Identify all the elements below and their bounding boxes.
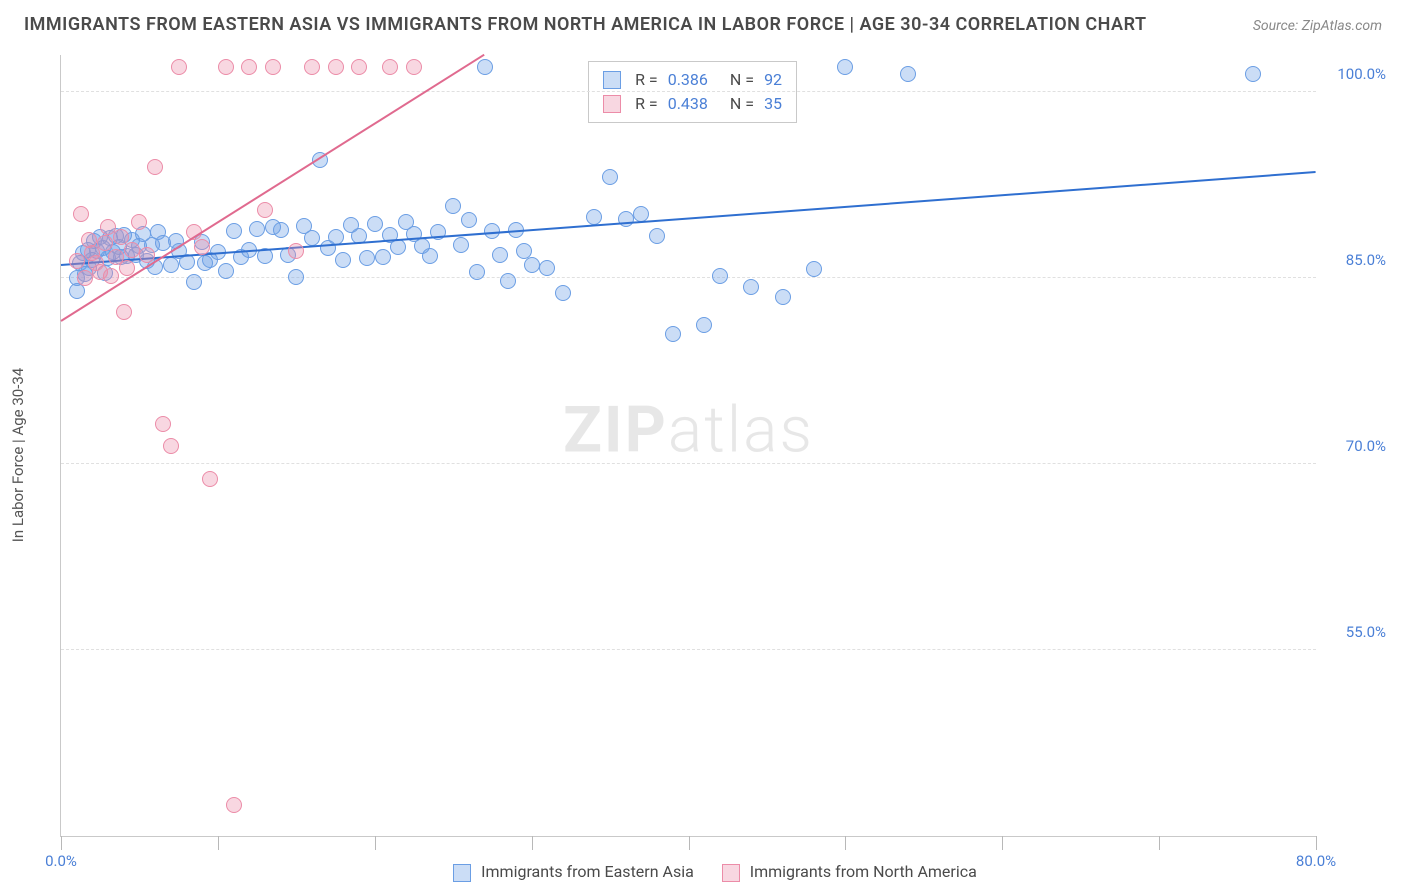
data-point	[1245, 66, 1261, 82]
data-point	[712, 268, 728, 284]
x-tick	[61, 836, 62, 850]
data-point	[194, 239, 210, 255]
data-point	[743, 279, 759, 295]
swatch-series-a-icon	[603, 71, 621, 89]
x-tick	[1159, 836, 1160, 850]
data-point	[469, 264, 485, 280]
data-point	[665, 326, 681, 342]
data-point	[602, 169, 618, 185]
data-point	[539, 260, 555, 276]
data-point	[445, 198, 461, 214]
data-point	[351, 59, 367, 75]
data-point	[633, 206, 649, 222]
legend-label-b: Immigrants from North America	[750, 862, 977, 881]
watermark: ZIPatlas	[563, 392, 814, 467]
y-tick-label: 70.0%	[1326, 437, 1386, 455]
y-tick-label: 85.0%	[1326, 251, 1386, 269]
data-point	[273, 222, 289, 238]
data-point	[288, 269, 304, 285]
data-point	[335, 252, 351, 268]
data-point	[131, 214, 147, 230]
data-point	[69, 253, 85, 269]
scatter-chart: ZIPatlas R = 0.386 N = 92 R = 0.438 N = …	[60, 55, 1316, 837]
y-axis-label: In Labor Force | Age 30-34	[9, 368, 27, 542]
data-point	[422, 248, 438, 264]
data-point	[696, 317, 712, 333]
gridline	[61, 649, 1316, 650]
data-point	[226, 223, 242, 239]
data-point	[555, 285, 571, 301]
data-point	[139, 247, 155, 263]
x-tick	[532, 836, 533, 850]
data-point	[775, 289, 791, 305]
gridline	[61, 277, 1316, 278]
data-point	[116, 304, 132, 320]
swatch-series-a-icon	[453, 864, 471, 882]
data-point	[163, 438, 179, 454]
data-point	[288, 243, 304, 259]
data-point	[649, 228, 665, 244]
data-point	[147, 159, 163, 175]
data-point	[97, 235, 113, 251]
data-point	[806, 261, 822, 277]
x-tick	[1316, 836, 1317, 850]
data-point	[453, 237, 469, 253]
data-point	[155, 416, 171, 432]
data-point	[382, 59, 398, 75]
trend-line	[60, 53, 485, 321]
chart-title: IMMIGRANTS FROM EASTERN ASIA VS IMMIGRAN…	[24, 14, 1147, 35]
x-tick	[375, 836, 376, 850]
data-point	[171, 59, 187, 75]
data-point	[257, 202, 273, 218]
data-point	[226, 797, 242, 813]
data-point	[492, 247, 508, 263]
data-point	[406, 59, 422, 75]
x-tick	[218, 836, 219, 850]
gridline	[61, 91, 1316, 92]
legend-row-series-a: R = 0.386 N = 92	[603, 68, 782, 92]
data-point	[218, 59, 234, 75]
data-point	[461, 212, 477, 228]
data-point	[367, 216, 383, 232]
data-point	[390, 239, 406, 255]
data-point	[73, 206, 89, 222]
data-point	[265, 59, 281, 75]
x-tick	[689, 836, 690, 850]
x-tick	[845, 836, 846, 850]
data-point	[249, 221, 265, 237]
gridline	[61, 463, 1316, 464]
data-point	[77, 270, 93, 286]
source-attribution: Source: ZipAtlas.com	[1253, 18, 1382, 34]
data-point	[202, 471, 218, 487]
data-point	[218, 263, 234, 279]
data-point	[477, 59, 493, 75]
trend-line	[61, 171, 1316, 266]
bottom-legend: Immigrants from Eastern Asia Immigrants …	[0, 862, 1406, 882]
data-point	[359, 250, 375, 266]
legend-row-series-b: R = 0.438 N = 35	[603, 92, 782, 116]
data-point	[900, 66, 916, 82]
data-point	[103, 268, 119, 284]
data-point	[328, 59, 344, 75]
data-point	[163, 257, 179, 273]
data-point	[186, 274, 202, 290]
legend-label-a: Immigrants from Eastern Asia	[481, 862, 694, 881]
y-tick-label: 100.0%	[1326, 65, 1386, 83]
data-point	[524, 257, 540, 273]
swatch-series-b-icon	[603, 95, 621, 113]
data-point	[241, 59, 257, 75]
data-point	[124, 242, 140, 258]
data-point	[375, 249, 391, 265]
x-tick	[1002, 836, 1003, 850]
y-tick-label: 55.0%	[1326, 623, 1386, 641]
data-point	[304, 59, 320, 75]
data-point	[500, 273, 516, 289]
data-point	[837, 59, 853, 75]
swatch-series-b-icon	[722, 864, 740, 882]
